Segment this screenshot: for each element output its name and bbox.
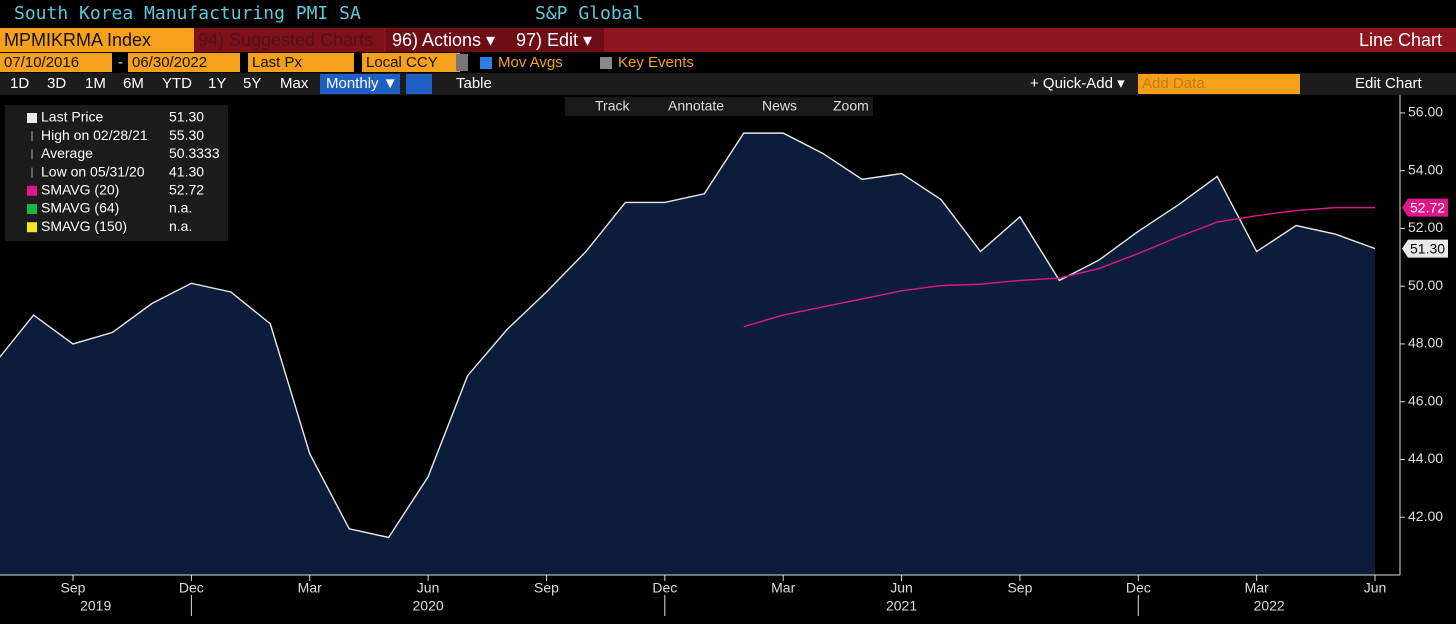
legend-value: 52.72 (169, 182, 204, 198)
x-tick-label: Dec (1126, 580, 1151, 596)
y-tick-label: 56.00 (1408, 104, 1443, 120)
function-bar: MPMIKRMA Index 94) Suggested Charts 96) … (0, 28, 1456, 52)
key-events-checkbox[interactable] (600, 57, 612, 69)
legend-swatch (27, 204, 37, 214)
y-tick-label: 46.00 (1408, 392, 1443, 408)
period-button[interactable]: 1D (10, 75, 30, 92)
y-tick-label: 54.00 (1408, 161, 1443, 177)
field-select[interactable]: Last Px (248, 53, 354, 72)
source: S&P Global (535, 3, 644, 24)
year-label: 2020 (413, 598, 444, 614)
x-tick-label: Jun (1364, 580, 1387, 596)
chart-tools-bar (565, 97, 873, 116)
security-title: South Korea Manufacturing PMI SA (14, 3, 361, 24)
period-button[interactable]: 5Y (243, 75, 262, 92)
chart-tool[interactable]: Annotate (668, 98, 724, 114)
legend-label: SMAVG (64) (41, 200, 119, 216)
legend-box (5, 105, 228, 241)
y-tick-label: 50.00 (1408, 277, 1443, 293)
legend-swatch (27, 185, 37, 196)
last-value-label: 51.30 (1410, 240, 1445, 256)
last-value-tag (1402, 198, 1448, 217)
legend-label: Last Price (41, 109, 103, 125)
x-tick-label: Jun (890, 580, 913, 596)
legend-swatch (27, 113, 37, 123)
chart-icon-button[interactable] (406, 74, 432, 94)
table-button[interactable]: Table (456, 75, 492, 92)
legend-value: n.a. (169, 200, 192, 216)
moving-average-line (743, 206, 1376, 328)
key-events-label: Key Events (618, 54, 694, 71)
period-button[interactable]: 3D (47, 75, 67, 92)
legend-label: Low on 05/31/20 (41, 163, 145, 179)
year-label: 2021 (886, 598, 917, 614)
period-button[interactable]: Max (280, 75, 309, 92)
plot (0, 132, 1376, 575)
chart-tool[interactable]: News (762, 98, 797, 114)
x-tick-label: Mar (298, 580, 322, 596)
settings-bar: 07/10/2016 - 06/30/2022 Last Px Local CC… (0, 53, 1456, 73)
year-label: 2022 (1254, 598, 1285, 614)
x-tick-label: Jun (417, 580, 440, 596)
add-data-input[interactable]: Add Data (1138, 74, 1300, 94)
period-button[interactable]: 1M (85, 75, 106, 92)
end-date[interactable]: 06/30/2022 (128, 53, 240, 72)
x-tick-label: Dec (652, 580, 677, 596)
currency-select[interactable]: Local CCY (362, 53, 460, 72)
y-tick-label: 48.00 (1408, 335, 1443, 351)
legend-value: 51.30 (169, 109, 204, 125)
frequency-select[interactable]: Monthly ▼ (320, 74, 400, 94)
area (0, 133, 1376, 575)
edit-menu[interactable]: 97) Edit ▾ (510, 28, 604, 52)
quick-add[interactable]: + Quick-Add ▾ (1030, 75, 1125, 92)
actions-menu[interactable]: 96) Actions ▾ (386, 28, 512, 52)
y-tick-label: 42.00 (1408, 508, 1443, 524)
price-line (0, 132, 1376, 539)
y-tick-label: 52.00 (1408, 219, 1443, 235)
chart: Track Annotate News Zoom 42.00 44.00 46.00 48.0… (0, 95, 1448, 616)
period-bar: Monthly ▼ Table + Quick-Add ▾ Add Data E… (0, 73, 1456, 95)
dropdown-button[interactable] (456, 54, 468, 71)
x-tick-label: Sep (61, 580, 86, 596)
legend-value: 50.3333 (169, 145, 220, 161)
ticker-input[interactable]: MPMIKRMA Index (0, 28, 194, 52)
legend-value: 41.30 (169, 163, 204, 179)
chart-tool[interactable]: Track (595, 98, 630, 114)
legend-value: 55.30 (169, 127, 204, 143)
period-button[interactable]: 1Y (208, 75, 227, 92)
period-button[interactable]: 6M (123, 75, 144, 92)
suggested-charts[interactable]: 94) Suggested Charts (194, 28, 384, 52)
x-tick-label: Dec (179, 580, 204, 596)
legend-swatch (27, 222, 37, 233)
y-tick-label: 44.00 (1408, 450, 1443, 466)
legend-label: SMAVG (150) (41, 218, 127, 234)
x-tick-label: Mar (1245, 580, 1269, 596)
mov-avgs-checkbox[interactable] (480, 57, 492, 69)
last-value-label: 52.72 (1410, 199, 1445, 215)
x-tick-label: Mar (771, 580, 795, 596)
start-date[interactable]: 07/10/2016 (0, 53, 112, 72)
edit-chart-button[interactable]: Edit Chart (1355, 75, 1422, 92)
chart-tool[interactable]: Zoom (833, 98, 869, 114)
chart-type: Line Chart (1358, 30, 1442, 50)
mov-avgs-label: Mov Avgs (498, 54, 563, 71)
last-value-tag (1402, 239, 1448, 258)
legend-label: High on 02/28/21 (41, 127, 148, 143)
legend-label: Average (41, 145, 93, 161)
date-separator: - (118, 54, 123, 71)
x-tick-label: Sep (1007, 580, 1032, 596)
legend-value: n.a. (169, 218, 192, 234)
legend-label: SMAVG (20) (41, 182, 119, 198)
period-button[interactable]: YTD (162, 75, 192, 92)
year-label: 2019 (80, 598, 111, 614)
x-tick-label: Sep (534, 580, 559, 596)
